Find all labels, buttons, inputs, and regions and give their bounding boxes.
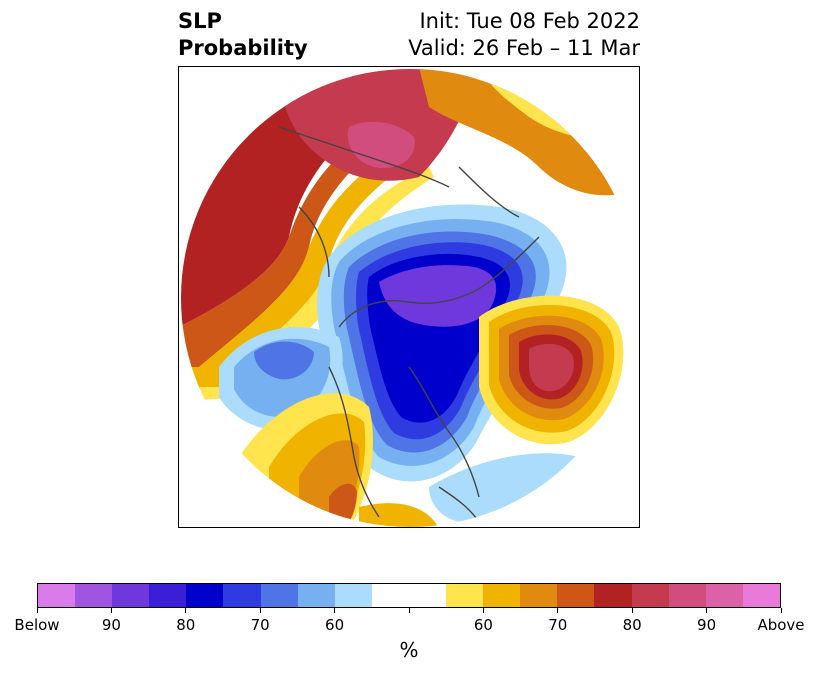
colorbar-cell — [483, 584, 521, 607]
colorbar-tick-label: 80 — [622, 616, 642, 634]
colorbar-tick-label: 70 — [548, 616, 568, 634]
coastlines — [278, 126, 540, 523]
colorbar-cell — [112, 584, 150, 607]
colorbar-cell — [408, 584, 447, 607]
colorbar-cell — [38, 584, 76, 607]
colorbar-cell — [223, 584, 261, 607]
init-date: Init: Tue 08 Feb 2022 — [419, 9, 640, 33]
colorbar-tick — [185, 608, 187, 613]
colorbar-tick-label: 80 — [176, 616, 196, 634]
south-orange — [359, 503, 439, 527]
pacific-orange-band — [181, 107, 409, 367]
colorbar-tick — [36, 608, 38, 613]
colorbar-tick — [334, 608, 336, 613]
colorbar-cell — [594, 584, 632, 607]
east-us-pale-blue — [429, 453, 579, 522]
colorbar-cell — [371, 584, 409, 607]
colorbar-tick-label: Below — [14, 616, 60, 634]
colorbar-tick-label: Above — [757, 616, 805, 634]
colorbar-cell — [75, 584, 113, 607]
siberia-pink — [347, 121, 415, 168]
arctic-purple — [379, 265, 497, 327]
colorbar-cell — [705, 584, 743, 607]
colorbar-tick-label: 70 — [250, 616, 270, 634]
colorbar-tick-label: 60 — [325, 616, 345, 634]
colorbar — [37, 583, 781, 608]
colorbar-tick — [408, 608, 410, 613]
pacific-mid-blue — [254, 341, 314, 380]
colorbar-cell — [557, 584, 595, 607]
valid-range: Valid: 26 Feb – 11 Mar — [408, 36, 640, 60]
colorbar-cell — [149, 584, 187, 607]
colorbar-cell — [186, 584, 224, 607]
pacific-gold-band — [181, 137, 424, 387]
colorbar-tick — [110, 608, 112, 613]
colorbar-tick — [631, 608, 633, 613]
atlantic-crimson — [529, 343, 574, 392]
chart-title-right: Init: Tue 08 Feb 2022 Valid: 26 Feb – 11… — [408, 8, 640, 62]
colorbar-cell — [631, 584, 669, 607]
colorbar-tick-label: 90 — [697, 616, 717, 634]
colorbar-cell — [520, 584, 558, 607]
map-panel — [178, 66, 640, 528]
colorbar-tick-label: 60 — [473, 616, 493, 634]
colorbar-cell — [668, 584, 706, 607]
colorbar-cell — [446, 584, 484, 607]
chart-title-left: SLP Probability — [178, 8, 308, 62]
title-product: Probability — [178, 36, 308, 60]
colorbar-unit: % — [399, 638, 419, 662]
colorbar-tick-label: 90 — [101, 616, 121, 634]
probability-map — [181, 69, 639, 527]
colorbar-tick — [482, 608, 484, 613]
colorbar-tick — [706, 608, 708, 613]
colorbar-cell — [297, 584, 335, 607]
colorbar-tick — [780, 608, 782, 613]
colorbar-cell — [260, 584, 298, 607]
colorbar-tick — [557, 608, 559, 613]
colorbar-tick — [259, 608, 261, 613]
colorbar-cell — [334, 584, 372, 607]
colorbar-cell — [742, 584, 780, 607]
title-variable: SLP — [178, 9, 222, 33]
